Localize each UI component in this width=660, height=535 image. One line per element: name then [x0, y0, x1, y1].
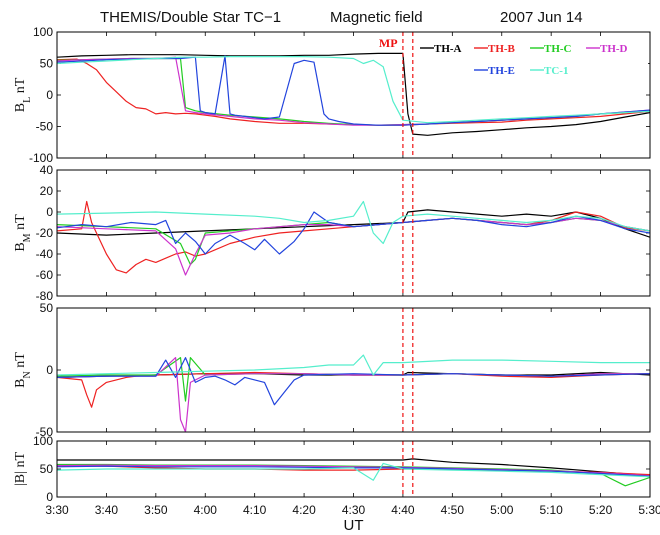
panel-BM: -80 -60 -40 -20 0 20 40 BM nT: [13, 163, 651, 303]
ytick-label: 0: [46, 490, 53, 504]
xtick-label: 4:00: [194, 503, 218, 517]
series-group: [57, 52, 650, 136]
ytick-label: -100: [29, 151, 53, 165]
legend-item-TH-C: TH-C: [530, 43, 572, 55]
mp-label: MP: [379, 36, 398, 50]
ytick-label: 50: [40, 462, 54, 476]
xtick-label: 3:40: [95, 503, 119, 517]
legend-label: TH-E: [488, 65, 515, 77]
series-line-TC-1: [57, 462, 650, 481]
series-group: [57, 354, 650, 432]
series-line-TC-1: [57, 200, 650, 245]
series-line-TC-1: [57, 354, 650, 376]
legend-label: TH-B: [488, 43, 516, 55]
panel-BL: -100 -50 0 50 100 BL nT: [13, 25, 651, 165]
series-line-TH-A: [57, 52, 650, 136]
xtick-label: 4:30: [342, 503, 366, 517]
xtick-label: 4:10: [243, 503, 267, 517]
ylabel-Btot: |B| nT: [13, 452, 28, 486]
series-group: [57, 200, 650, 276]
xtick-label: 4:40: [391, 503, 415, 517]
title-right: 2007 Jun 14: [500, 9, 583, 26]
ytick-label: 100: [33, 25, 53, 39]
series-line-TH-E: [57, 357, 650, 406]
ytick-label: 50: [40, 301, 54, 315]
ylabel-BM: BM nT: [13, 214, 33, 252]
xtick-label: 5:10: [539, 503, 563, 517]
legend-item-TH-A: TH-A: [420, 43, 462, 55]
xlabel: UT: [344, 517, 364, 534]
xtick-label: 4:50: [441, 503, 465, 517]
xtick-label: 3:30: [45, 503, 69, 517]
series-line-TH-B: [57, 58, 650, 126]
ytick-label: -20: [36, 226, 54, 240]
series-line-TH-E: [57, 211, 650, 255]
series-line-TH-C: [57, 357, 650, 402]
legend: TH-A TH-B TH-C TH-D TH-E TC-1: [416, 38, 648, 82]
legend-item-TH-B: TH-B: [474, 43, 516, 55]
xtick-label: 3:50: [144, 503, 168, 517]
series-line-TH-A: [57, 458, 650, 477]
legend-item-TC-1: TC-1: [530, 65, 568, 77]
legend-box: [416, 38, 648, 82]
panel-frame: [56, 169, 651, 297]
series-line-TC-1: [57, 55, 650, 124]
ytick-label: 0: [46, 88, 53, 102]
ytick-label: -50: [36, 120, 54, 134]
panel-frame: [56, 31, 651, 159]
ytick-label: -50: [36, 425, 54, 439]
xtick-label: 5:30: [638, 503, 660, 517]
ytick-label: 0: [46, 205, 53, 219]
panel-frame: [56, 440, 651, 498]
title-center: Magnetic field: [330, 9, 423, 26]
ytick-label: 40: [40, 163, 54, 177]
legend-label: TH-D: [600, 43, 628, 55]
series-line-TH-C: [57, 217, 650, 266]
series-group: [57, 458, 650, 487]
xtick-label: 5:20: [589, 503, 613, 517]
ytick-label: 100: [33, 434, 53, 448]
ylabel-BL: BL nT: [13, 77, 33, 112]
legend-label: TH-A: [434, 43, 462, 55]
panel-Btot: 0 50 100 |B| nT 3:30 3:40 3:50 4:00 4:10 4:20 4:30…: [13, 434, 660, 534]
panel-BN: -50 0 50 BN nT: [13, 301, 651, 439]
legend-item-TH-D: TH-D: [586, 43, 628, 55]
ytick-label: 0: [46, 363, 53, 377]
panel-frame: [56, 307, 651, 433]
legend-label: TH-C: [544, 43, 572, 55]
ytick-label: 50: [40, 57, 54, 71]
legend-label: TC-1: [544, 65, 568, 77]
ytick-label: -80: [36, 289, 54, 303]
ytick-label: -40: [36, 247, 54, 261]
xtick-label: 5:00: [490, 503, 514, 517]
ytick-label: 20: [40, 184, 54, 198]
ylabel-BN: BN nT: [13, 352, 33, 388]
series-line-TH-D: [57, 357, 650, 432]
ytick-label: -60: [36, 268, 54, 282]
series-line-TH-B: [57, 371, 650, 408]
title-left: THEMIS/Double Star TC−1: [100, 9, 281, 26]
xtick-label: 4:20: [292, 503, 316, 517]
legend-item-TH-E: TH-E: [474, 65, 515, 77]
